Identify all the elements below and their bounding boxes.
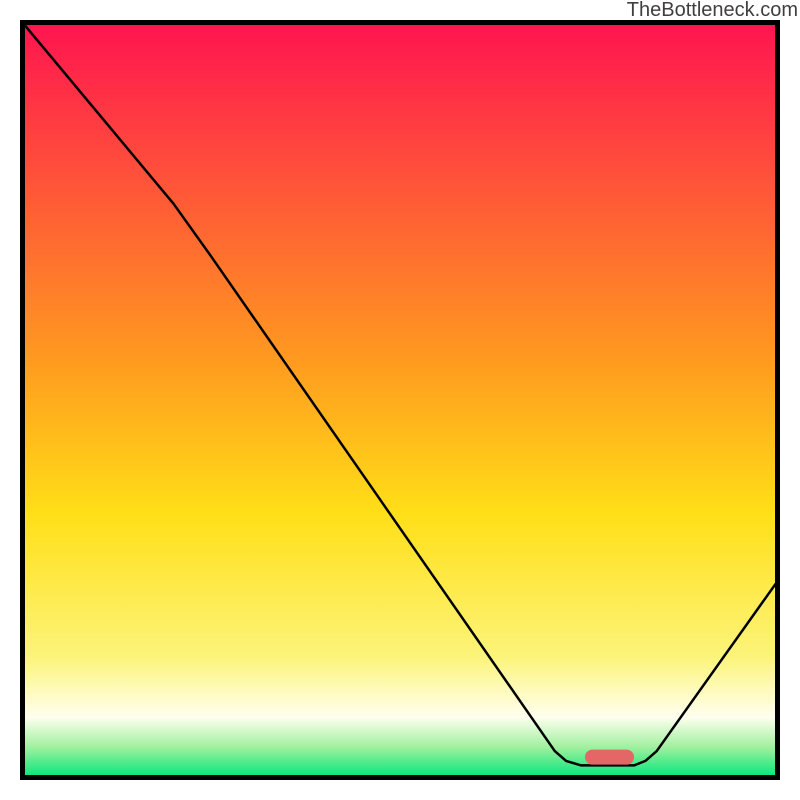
- bottleneck-chart: TheBottleneck.com: [0, 0, 800, 800]
- watermark-text: TheBottleneck.com: [627, 0, 798, 21]
- optimal-range-marker: [585, 750, 634, 765]
- chart-background: [23, 23, 778, 778]
